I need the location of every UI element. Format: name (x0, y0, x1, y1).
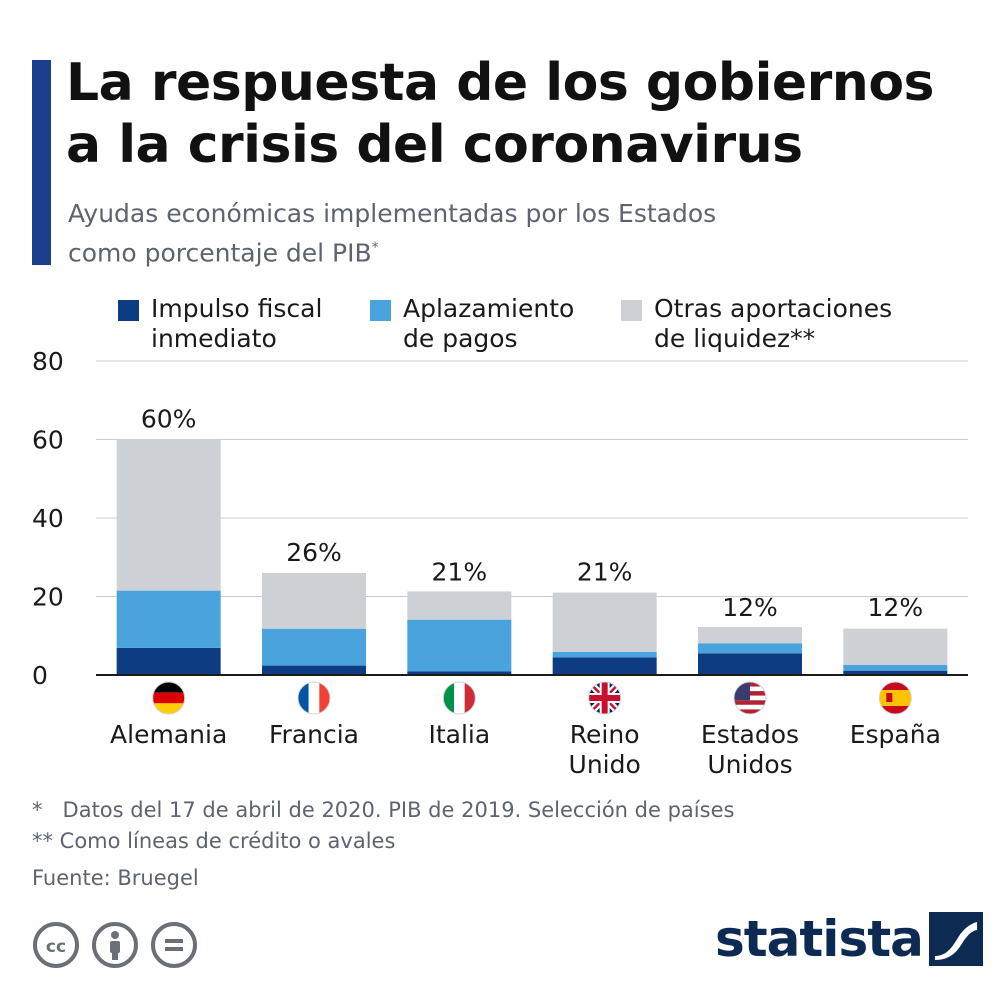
x-label-reino-line-2: Unido (569, 750, 641, 779)
footnote-credit-lines: ** Como líneas de crédito o avales (32, 829, 396, 853)
bar-italia-series-2 (407, 591, 512, 620)
x-label-estados: Estados (701, 720, 799, 749)
x-label-italia: Italia (428, 720, 490, 749)
legend-label-otras-aportaciones-1: Otras aportaciones (654, 294, 893, 323)
country-flags (152, 681, 912, 715)
spain-flag-icon (878, 681, 912, 715)
bar-alemania-series-0 (116, 647, 221, 675)
uk-flag-icon (588, 681, 622, 715)
legend-swatch-impulso-fiscal (118, 300, 139, 321)
subtitle-asterisk: * (371, 240, 379, 256)
total-label-reino: 21% (577, 558, 633, 587)
total-label-españa: 12% (868, 593, 924, 622)
statista-logo-icon (928, 912, 983, 966)
legend-item-impulso-fiscal: Impulso fiscal inmediato (118, 294, 322, 354)
italy-flag-icon (442, 681, 476, 715)
bar-estados-series-2 (698, 627, 802, 644)
bar-españa-series-2 (843, 628, 948, 665)
legend-swatch-aplazamiento (370, 300, 391, 321)
x-label-reino: Reino (570, 720, 640, 749)
bar-italia-series-0 (407, 671, 512, 675)
subtitle-line-2: como porcentaje del PIB* (68, 231, 968, 270)
bar-españa-series-0 (843, 670, 948, 675)
total-label-francia: 26% (286, 538, 342, 567)
legend-label-aplazamiento-1: Aplazamiento (403, 294, 575, 323)
bar-francia-series-0 (262, 665, 366, 675)
x-label-francia: Francia (269, 720, 359, 749)
bar-reino-series-0 (552, 657, 657, 675)
bar-alemania-series-1 (116, 590, 221, 648)
title-line-2: a la crisis del coronavirus (66, 115, 803, 175)
no-derivatives-icon[interactable] (150, 921, 198, 969)
total-labels: 60% 26% 21% 21% 12% 12% (141, 405, 923, 622)
legend-label-impulso-fiscal-1: Impulso fiscal (151, 294, 323, 323)
usa-flag-icon (733, 681, 767, 715)
bar-alemania-series-2 (116, 439, 221, 591)
attribution-icon[interactable] (91, 921, 139, 969)
legend-item-aplazamiento: Aplazamiento de pagos (370, 294, 574, 354)
bar-reino-series-1 (552, 651, 657, 658)
statista-wordmark: statista (715, 910, 924, 968)
cc-icon[interactable]: cc (32, 921, 80, 969)
legend-swatch-otras-aportaciones (621, 300, 642, 321)
bar-estados-series-0 (698, 653, 802, 675)
y-tick-label-60: 60 (32, 426, 64, 455)
total-label-estados: 12% (722, 593, 778, 622)
total-label-alemania: 60% (141, 405, 197, 434)
x-label-alemania: Alemania (110, 720, 227, 749)
subtitle-line-1: Ayudas económicas implementadas por los … (68, 199, 717, 228)
gridlines: 0 20 40 60 80 (32, 347, 968, 690)
y-tick-label-80: 80 (32, 347, 64, 376)
y-tick-label-40: 40 (32, 504, 64, 533)
source-note: Fuente: Bruegel (32, 866, 199, 890)
bar-estados-series-1 (698, 643, 802, 654)
title-line-1: La respuesta de los gobiernos (66, 53, 935, 113)
legend-label-impulso-fiscal-2: inmediato (151, 324, 277, 353)
x-label-estados-line-2: Unidos (707, 750, 792, 779)
statista-logo[interactable]: statista (715, 910, 983, 968)
total-label-italia: 21% (432, 558, 488, 587)
chart-subtitle: Ayudas económicas implementadas por los … (68, 197, 968, 270)
title-accent-bar (32, 60, 51, 265)
chart-title: La respuesta de los gobiernos a la crisi… (66, 52, 986, 176)
y-tick-label-0: 0 (32, 661, 48, 690)
bar-reino-series-2 (552, 592, 657, 652)
subtitle-line-2-text: como porcentaje del PIB (68, 238, 372, 268)
bar-francia-series-1 (262, 628, 366, 666)
legend-label-aplazamiento-2: de pagos (403, 324, 518, 353)
legend-item-otras-aportaciones: Otras aportaciones de liquidez** (621, 294, 892, 354)
x-label-españa: España (850, 720, 941, 749)
bar-francia-series-2 (262, 572, 366, 629)
footnote-dates: * Datos del 17 de abril de 2020. PIB de … (32, 798, 735, 822)
france-flag-icon (297, 681, 331, 715)
bars (116, 439, 948, 675)
germany-flag-icon (152, 681, 186, 715)
y-tick-label-20: 20 (32, 583, 64, 612)
stacked-bar-chart: 0 20 40 60 80 60% 26% 21% 21% 12% 12% Alemania Fra… (32, 347, 968, 779)
bar-italia-series-1 (407, 619, 512, 672)
legend-label-otras-aportaciones-2: de liquidez** (654, 324, 816, 353)
bar-españa-series-1 (843, 664, 948, 671)
svg-text:cc: cc (46, 937, 66, 957)
